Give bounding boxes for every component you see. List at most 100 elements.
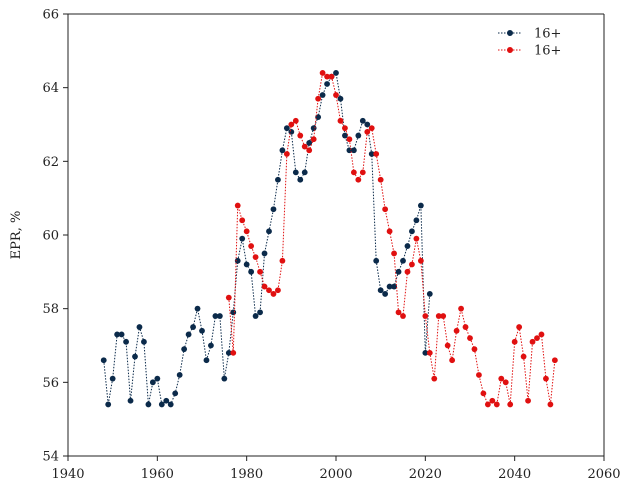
series-1-point xyxy=(252,313,259,319)
series-2-point xyxy=(297,132,304,139)
series-2-point xyxy=(319,70,326,76)
series-2-point xyxy=(467,335,473,342)
x-tick-label-1980: 1980 xyxy=(230,467,263,482)
series-1-point xyxy=(221,375,228,382)
series-2-point xyxy=(417,257,424,264)
series-2-point xyxy=(444,342,451,349)
series-1-point xyxy=(181,346,188,353)
series-1-point xyxy=(270,206,277,213)
y-axis-title: EPR, % xyxy=(9,211,24,260)
series-1-point xyxy=(212,313,219,319)
series-2-point xyxy=(350,169,357,176)
series-2-point xyxy=(279,257,286,264)
series-2-point xyxy=(368,125,375,132)
series-2-point xyxy=(471,346,478,353)
series-1-point xyxy=(337,95,344,102)
series-1-point xyxy=(400,257,406,264)
series-2-point xyxy=(248,243,255,249)
series-1-point xyxy=(158,401,165,408)
y-tick-label-58: 58 xyxy=(42,302,59,317)
legend: 16+ 16+ xyxy=(498,27,561,59)
y-tick-label-62: 62 xyxy=(42,155,59,170)
series-2-point xyxy=(306,147,313,154)
series-1-point xyxy=(386,283,393,290)
series-2-point xyxy=(516,324,523,330)
series-2-point xyxy=(534,335,540,342)
series-1-group xyxy=(100,70,433,408)
series-1-point xyxy=(199,327,205,334)
series-1-point xyxy=(105,401,112,408)
series-2-point xyxy=(538,331,545,338)
series-1-point xyxy=(391,283,397,290)
series-1-point xyxy=(297,176,304,183)
series-1-point xyxy=(123,338,129,345)
series-1-point xyxy=(288,128,295,135)
series-1-point xyxy=(266,228,272,235)
series-1-point xyxy=(279,147,286,154)
y-tick-label-56: 56 xyxy=(42,376,59,391)
series-2-point xyxy=(525,397,531,404)
axes-layer: EPR, % 1940 1960 1980 2000 2020 2040 2060 54 56 5… xyxy=(9,8,621,483)
series-2-point xyxy=(547,401,554,408)
series-1-point xyxy=(417,202,424,209)
series-2-point xyxy=(324,73,330,80)
series-1-point xyxy=(333,70,339,76)
series-1-point xyxy=(261,250,268,257)
x-tick-label-2040: 2040 xyxy=(498,467,531,482)
series-2-point xyxy=(395,309,402,316)
series-1-point xyxy=(306,140,313,146)
series-1-point xyxy=(225,349,232,356)
series-1-point xyxy=(109,375,116,382)
series-1-point xyxy=(190,324,196,330)
series-2-point xyxy=(386,228,393,235)
series-2-point xyxy=(292,117,299,124)
series-2-point xyxy=(359,169,366,176)
series-1-point xyxy=(319,92,326,98)
series-2-point xyxy=(409,261,415,268)
series-2-point xyxy=(266,287,272,294)
series-1-point xyxy=(114,331,121,338)
series-1-point xyxy=(355,132,362,139)
series-1-point xyxy=(176,372,183,378)
series-2-point xyxy=(373,151,380,157)
series-2-point xyxy=(364,128,371,135)
series-2-point xyxy=(484,401,491,408)
series-1-point xyxy=(185,331,192,338)
series-1-point xyxy=(243,261,250,268)
series-2-point xyxy=(342,125,348,132)
series-2-point xyxy=(230,349,237,356)
series-1-point xyxy=(342,132,348,139)
series-2-point xyxy=(333,92,339,98)
series-1-point xyxy=(234,257,241,264)
series-2-point xyxy=(252,254,259,260)
series-2-point xyxy=(257,268,263,275)
series-2-point xyxy=(261,283,268,290)
series-2-point xyxy=(239,217,246,224)
series-2-point xyxy=(502,379,509,386)
series-2-point xyxy=(431,375,438,382)
series-1-point xyxy=(100,357,107,364)
series-2-point xyxy=(315,95,322,102)
series-2-point xyxy=(404,268,411,275)
series-1-point xyxy=(283,125,290,132)
series-2-point xyxy=(346,136,353,143)
x-tick-label-2020: 2020 xyxy=(409,467,442,482)
legend-marker-series-2 xyxy=(507,47,513,53)
series-1-point xyxy=(413,217,420,224)
series-1-point xyxy=(248,268,255,275)
series-1-point xyxy=(216,313,223,319)
series-2-point xyxy=(507,401,514,408)
legend-label-series-1: 16+ xyxy=(534,27,561,42)
series-1-point xyxy=(350,147,357,154)
series-1-point xyxy=(310,125,317,132)
y-tick-label-54: 54 xyxy=(42,450,59,465)
series-1-point xyxy=(230,309,237,316)
series-1-point xyxy=(377,287,384,294)
series-1-point xyxy=(203,357,210,364)
y-tick-label-60: 60 xyxy=(42,229,59,244)
series-2-point xyxy=(413,235,420,242)
series-1-point xyxy=(208,342,214,349)
series-2-point xyxy=(243,228,250,235)
series-2-point xyxy=(529,338,536,345)
series-2-point xyxy=(520,353,527,360)
